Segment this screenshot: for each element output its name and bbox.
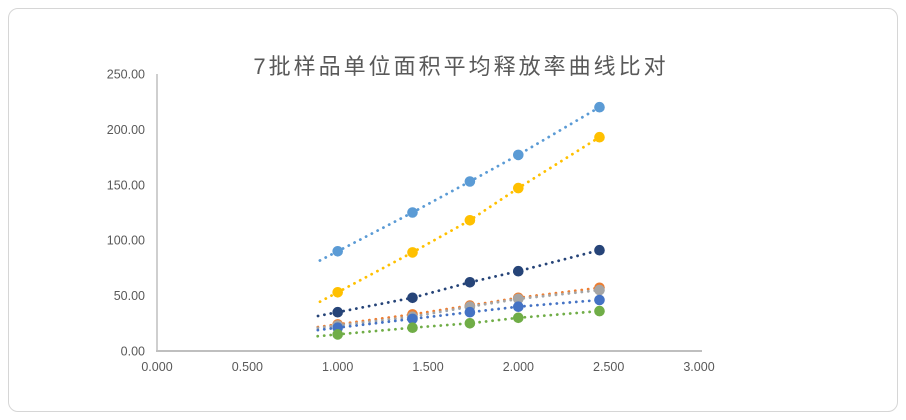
y-axis-tick-label: 200.00: [107, 123, 145, 137]
data-point-series-2-gold: [513, 182, 524, 194]
trend-line-series-2-gold: [318, 135, 601, 304]
data-point-series-1-light-blue: [407, 207, 418, 218]
x-axis-tick-label: 1.000: [322, 360, 353, 374]
data-point-series-3-navy: [407, 292, 418, 304]
trend-line-series-4-orange: [316, 286, 601, 329]
data-point-series-1-light-blue: [464, 176, 476, 187]
trend-line-series-7-green: [316, 309, 601, 338]
trend-line-series-6-blue: [316, 298, 601, 332]
data-point-series-3-navy: [464, 277, 476, 288]
data-point-series-1-light-blue: [594, 101, 605, 113]
data-point-series-5-gray: [594, 284, 605, 296]
data-point-series-7-green: [332, 329, 344, 340]
x-axis-tick-label: 0.500: [232, 360, 263, 374]
data-point-series-7-green: [513, 312, 524, 324]
data-point-series-2-gold: [407, 247, 418, 258]
x-axis-tick-label: 3.000: [683, 360, 714, 374]
trend-line-series-5-gray: [316, 288, 601, 330]
x-axis-tick-label: 0.000: [141, 360, 172, 374]
chart-title: 7批样品单位面积平均释放率曲线比对: [253, 54, 669, 79]
x-axis-tick-label: 2.000: [503, 360, 534, 374]
data-point-series-6-blue: [594, 294, 605, 306]
data-point-series-3-navy: [332, 306, 344, 318]
y-axis-tick-label: 150.00: [107, 178, 145, 192]
chart-card: 7批样品单位面积平均释放率曲线比对 0.00 50.00 100.00 150.00 2…: [8, 8, 898, 412]
data-point-series-7-green: [594, 305, 605, 317]
x-axis-tick-label: 1.500: [412, 360, 443, 374]
y-axis-tick-label: 100.00: [107, 234, 145, 248]
data-point-series-6-blue: [513, 301, 524, 313]
data-point-series-1-light-blue: [332, 246, 344, 257]
data-point-series-3-navy: [513, 265, 524, 277]
data-point-series-2-gold: [594, 131, 605, 143]
y-axis-tick-label: 250.00: [107, 68, 145, 82]
data-point-series-3-navy: [594, 244, 605, 256]
y-axis-tick-label: 0.00: [121, 345, 145, 359]
data-point-series-1-light-blue: [513, 149, 524, 161]
data-point-series-7-green: [407, 322, 418, 334]
data-point-series-2-gold: [464, 215, 476, 226]
trend-line-series-1-light-blue: [318, 105, 601, 262]
data-point-series-6-blue: [464, 306, 476, 318]
x-axis-tick-label: 2.500: [593, 360, 624, 374]
data-point-series-6-blue: [407, 313, 418, 325]
data-point-series-5-gray: [513, 293, 524, 305]
data-point-series-2-gold: [332, 287, 344, 298]
scatter-plot-area: 0.00 50.00 100.00 150.00 200.00 250.00 0.000 0.…: [107, 68, 715, 375]
data-point-series-7-green: [464, 318, 476, 329]
y-axis-tick-label: 50.00: [114, 289, 145, 303]
